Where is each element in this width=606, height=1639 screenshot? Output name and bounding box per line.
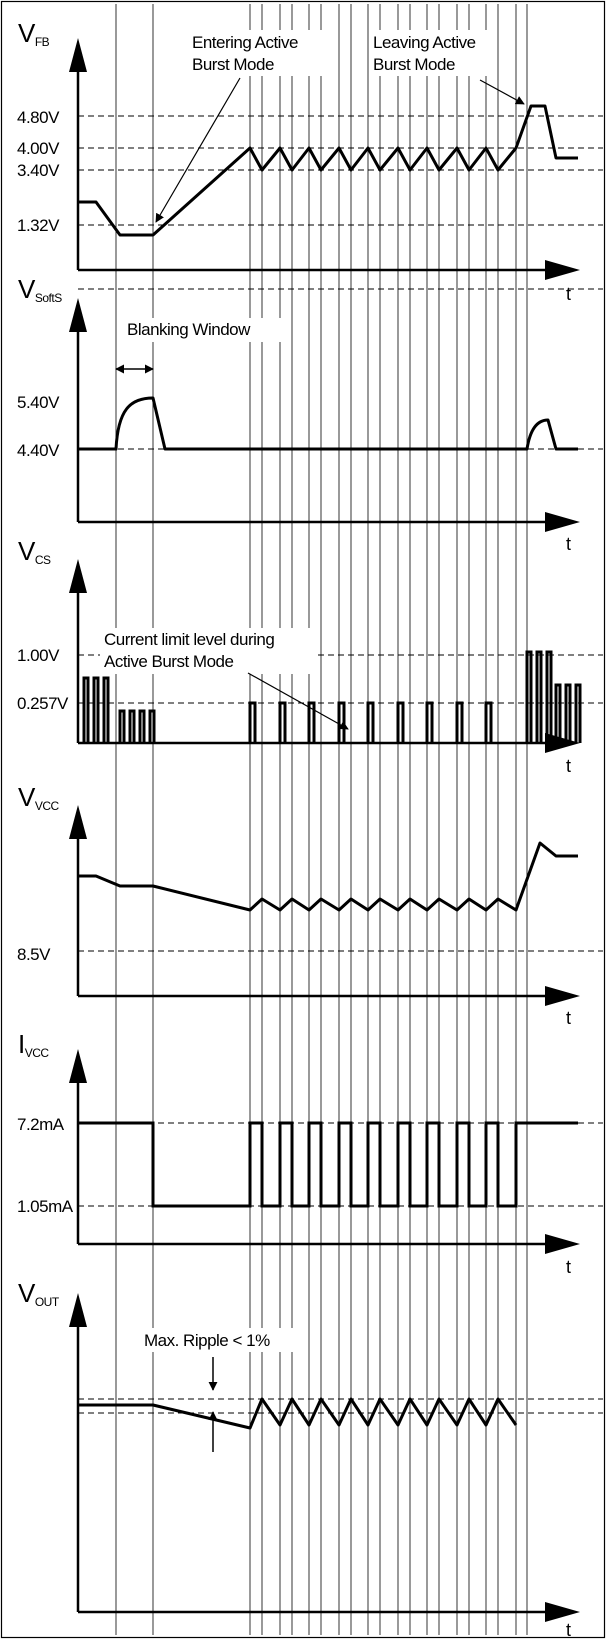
vout-signal-label: VOUT [18,1278,60,1309]
ripple-label: Max. Ripple < 1% [144,1331,270,1350]
enter-pointer [155,77,241,223]
vcs-level-0257: 0.257V [17,694,69,713]
vfb-x-arrow [545,260,580,280]
enter-label-line2: Burst Mode [192,55,274,74]
vcs-waveform [82,650,582,743]
vcs-level-100: 1.00V [17,646,60,665]
leave-pointer [479,79,525,105]
vsofts-level-440: 4.40V [17,441,60,460]
vcs-t-label: t [566,756,571,776]
vout-x-arrow [545,1602,580,1622]
vfb-level-400: 4.00V [17,139,60,158]
vvcc-y-arrow [69,805,87,839]
vcs-x-arrow [545,733,580,753]
ripple-label-bg [140,1328,300,1352]
panel-vcs: VCS t 1.00V 0.257V Current limit level d… [17,536,582,776]
vcs-signal-label: VCS [18,536,51,567]
vvcc-signal-label: VVCC [18,782,60,813]
time-markers [115,4,528,1635]
enter-label-bg [188,30,328,76]
leave-label-line2: Burst Mode [373,55,455,74]
vvcc-waveform [79,841,578,912]
ivcc-x-arrow [545,1234,580,1254]
vfb-t-label: t [566,284,571,304]
leave-label-line1: Leaving Active [373,33,476,52]
vsofts-y-arrow [69,298,87,332]
climit-label-line1: Current limit level during [104,630,274,649]
vvcc-x-arrow [545,986,580,1006]
leave-label-bg [370,30,490,76]
climit-pointer [247,672,349,730]
climit-label-bg [100,628,318,674]
vfb-waveform [79,104,578,237]
level-lines [78,115,603,1414]
vfb-axis-arrows [60,1,80,40]
vsofts-x-arrow [545,512,580,532]
blanking-label: Blanking Window [127,320,251,339]
panel-vvcc: VVCC t 8.5V [17,782,580,1028]
climit-label-line2: Active Burst Mode [104,652,233,671]
vsofts-level-540: 5.40V [17,393,60,412]
ivcc-t-label: t [566,1257,571,1277]
vfb-level-340: 3.40V [17,161,60,180]
vsofts-signal-label: VSoftS [18,274,62,305]
panel-ivcc: IVCC t 7.2mA 1.05mA [17,1029,580,1277]
ivcc-y-arrow [69,1049,87,1083]
vout-waveform [79,1397,518,1430]
vfb-signal-label: VFB [18,18,50,49]
vvcc-t-label: t [566,1008,571,1028]
vout-t-label: t [566,1620,571,1639]
vfb-level-480: 4.80V [17,108,60,127]
panel-vfb: VFB t 4.80V 4.00V 3.40V 1.32V Entering A… [17,1,580,304]
ivcc-level-105: 1.05mA [17,1197,74,1216]
panel-vout: VOUT t Max. Ripple < 1% [18,1278,580,1639]
ivcc-signal-label: IVCC [18,1029,49,1060]
vvcc-level-85: 8.5V [17,945,51,964]
vsofts-waveform [79,396,578,451]
vfb-level-132: 1.32V [17,216,60,235]
vfb-y-arrow [69,38,87,72]
enter-label-line1: Entering Active [192,33,298,52]
ivcc-waveform [79,1121,578,1208]
vsofts-t-label: t [566,534,571,554]
vcs-y-arrow [69,559,87,593]
blanking-label-bg [122,318,282,342]
panel-vsofts: VSoftS t 5.40V 4.40V Blanking Window [17,274,580,554]
ivcc-level-72: 7.2mA [17,1115,65,1134]
vout-y-arrow [69,1293,87,1327]
